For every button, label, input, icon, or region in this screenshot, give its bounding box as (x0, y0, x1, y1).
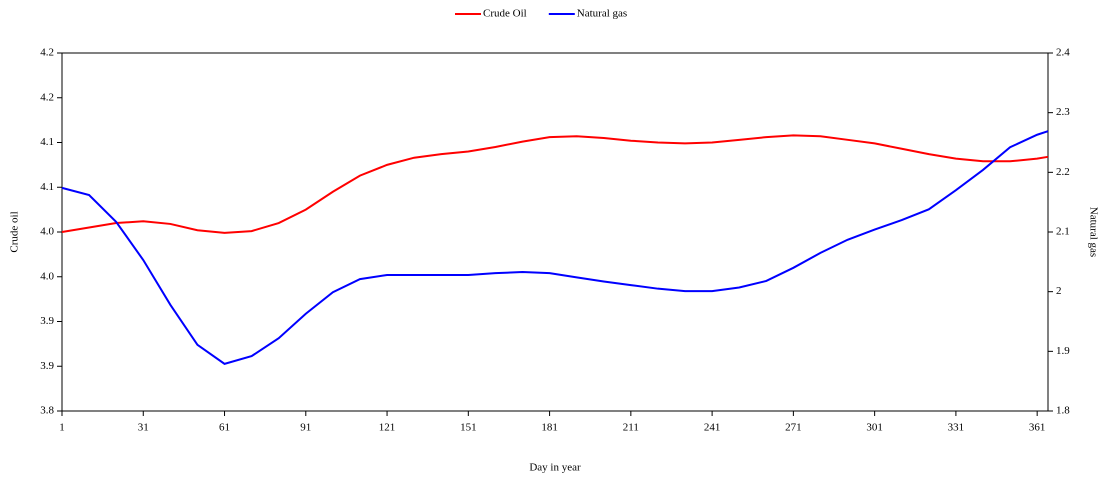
y-tick-label: 4.1 (40, 181, 54, 193)
x-tick-label: 361 (1029, 422, 1046, 434)
y2-axis-title: Natural gas (1087, 207, 1099, 257)
legend-label: Crude Oil (483, 8, 527, 20)
series-line (61, 130, 1049, 365)
x-tick-label: 301 (866, 422, 883, 434)
x-tick-label: 211 (623, 422, 639, 434)
y-tick-label: 3.9 (40, 360, 54, 372)
x-tick-label: 331 (948, 422, 965, 434)
x-tick-label: 31 (138, 422, 149, 434)
y2-tick-label: 2.1 (1056, 226, 1070, 238)
y-axis-title: Crude oil (9, 211, 21, 252)
x-axis-title: Day in year (529, 462, 581, 474)
y-tick-label: 3.9 (40, 315, 54, 327)
y2-tick-label: 2.2 (1056, 166, 1070, 178)
y-tick-label: 4.2 (40, 91, 54, 103)
x-tick-label: 61 (219, 422, 230, 434)
x-tick-label: 151 (460, 422, 477, 434)
y-tick-label: 4.0 (40, 226, 54, 238)
x-tick-label: 241 (704, 422, 721, 434)
y2-tick-label: 2.4 (1056, 47, 1070, 59)
y-tick-label: 4.0 (40, 270, 54, 282)
y2-tick-label: 1.9 (1056, 345, 1070, 357)
x-tick-label: 91 (300, 422, 311, 434)
x-tick-label: 121 (379, 422, 396, 434)
legend-label: Natural gas (577, 8, 627, 20)
y-tick-label: 3.8 (40, 405, 54, 417)
y2-tick-label: 1.8 (1056, 405, 1070, 417)
x-tick-label: 271 (785, 422, 802, 434)
x-tick-label: 1 (59, 422, 65, 434)
y2-tick-label: 2 (1056, 285, 1062, 297)
y-tick-label: 4.1 (40, 136, 54, 148)
series-line (61, 134, 1049, 234)
y-tick-label: 4.2 (40, 47, 54, 59)
x-tick-label: 181 (541, 422, 558, 434)
y2-tick-label: 2.3 (1056, 106, 1070, 118)
